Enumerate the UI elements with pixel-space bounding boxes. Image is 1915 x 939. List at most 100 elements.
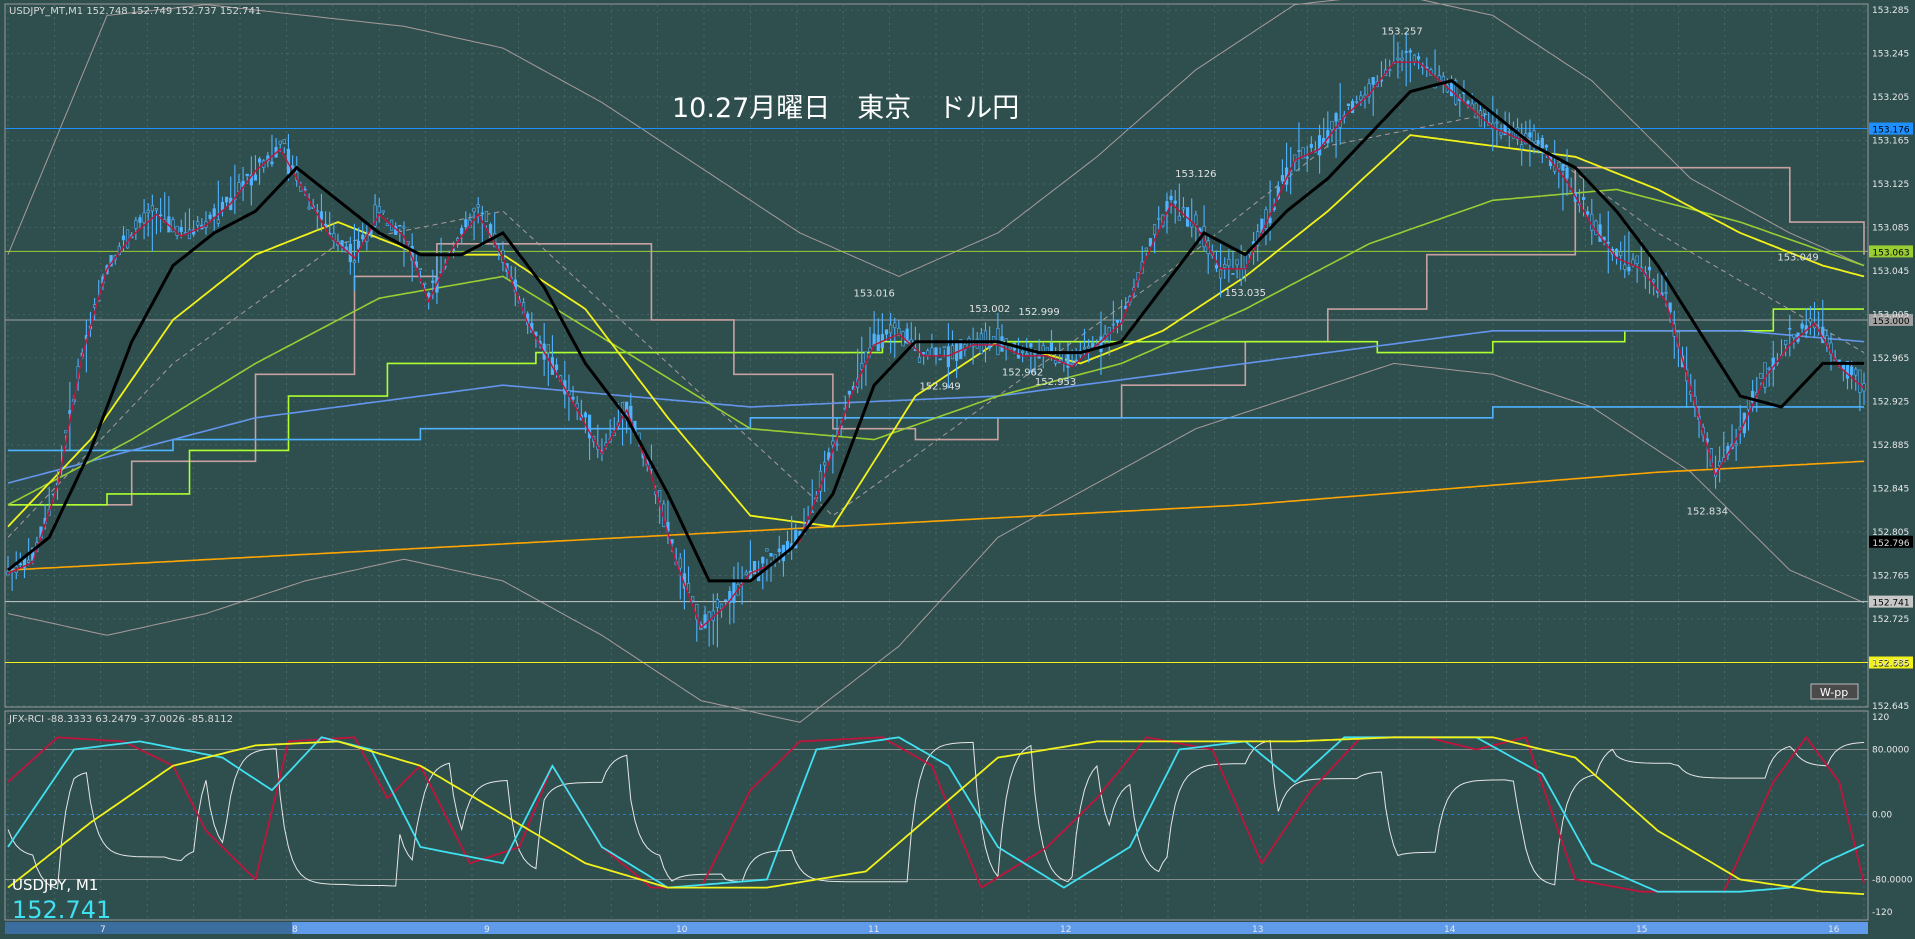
candle-body bbox=[926, 350, 930, 356]
candle-body bbox=[831, 440, 835, 446]
candle-body bbox=[282, 139, 286, 145]
candle-body bbox=[1152, 224, 1157, 235]
candle-body bbox=[884, 329, 889, 335]
candle-body bbox=[150, 205, 154, 212]
candle-body bbox=[1223, 264, 1227, 268]
candle-body bbox=[1016, 354, 1021, 359]
red-ma-line bbox=[7, 61, 1865, 629]
candle-body bbox=[1565, 167, 1569, 179]
level-tag-box bbox=[1869, 595, 1913, 608]
candle-body bbox=[319, 211, 324, 220]
candle-body bbox=[1412, 54, 1417, 63]
candle-body bbox=[930, 347, 934, 357]
candle-body bbox=[1482, 109, 1487, 114]
rci-series-line bbox=[7, 736, 1865, 895]
candle-body bbox=[1350, 100, 1355, 113]
price-tick-label: 153.045 bbox=[1872, 267, 1909, 277]
price-extreme-label: 153.126 bbox=[1175, 169, 1216, 180]
candle-body bbox=[220, 201, 225, 211]
candle-body bbox=[1070, 362, 1074, 366]
candle-body bbox=[1214, 264, 1219, 269]
price-extreme-label: 152.962 bbox=[1002, 367, 1043, 378]
level-tag-box bbox=[1869, 313, 1913, 326]
candle-body bbox=[686, 583, 691, 593]
candle-body bbox=[497, 243, 501, 246]
candle-body bbox=[249, 174, 253, 186]
time-tick-label: 9 bbox=[484, 925, 490, 935]
candle-body bbox=[1784, 339, 1788, 346]
candle-body bbox=[827, 452, 831, 461]
horizontal-levels: 153.176 153.063 153.000 152.741 152.685 152.7… bbox=[5, 122, 1913, 670]
candle-body bbox=[1619, 251, 1623, 256]
price-axis: 153.285 153.245 153.205 153.165 153.125 153.0… bbox=[1872, 6, 1909, 712]
candle-body bbox=[575, 403, 579, 409]
price-tick-label: 153.165 bbox=[1872, 137, 1909, 147]
rci-tick-label: 120 bbox=[1872, 713, 1889, 723]
candle-body bbox=[897, 327, 901, 337]
time-scrollbar-thumb[interactable] bbox=[292, 922, 1868, 934]
marker-tag-label: 152.796 bbox=[1872, 539, 1909, 549]
candle-body bbox=[1718, 461, 1722, 467]
current-price-big: 152.741 bbox=[12, 896, 111, 924]
price-tick-label: 152.725 bbox=[1872, 615, 1909, 625]
time-tick-label: 7 bbox=[100, 925, 106, 935]
candle-body bbox=[1788, 328, 1792, 330]
price-tick-label: 152.845 bbox=[1872, 485, 1909, 495]
candle-body bbox=[1177, 215, 1181, 221]
candle-body bbox=[1614, 248, 1619, 257]
price-tick-label: 153.085 bbox=[1872, 224, 1909, 234]
candle-body bbox=[1800, 323, 1804, 329]
candle-body bbox=[187, 229, 192, 240]
candle-body bbox=[385, 222, 390, 227]
candle-body bbox=[823, 461, 827, 466]
candle-body bbox=[872, 333, 876, 346]
price-extreme-label: 152.834 bbox=[1687, 506, 1728, 517]
price-extreme-label: 152.999 bbox=[1018, 307, 1059, 318]
symbol-label: USDJPY, M1 bbox=[12, 876, 98, 894]
wpp-badge-label: W-pp bbox=[1820, 686, 1848, 699]
candle-body bbox=[1532, 130, 1536, 143]
moving-averages bbox=[7, 134, 1865, 571]
candle-body bbox=[1218, 269, 1223, 279]
candle-body bbox=[1087, 345, 1091, 349]
candle-body bbox=[1363, 94, 1367, 98]
candle-body bbox=[1181, 207, 1186, 210]
candle-body bbox=[1239, 268, 1243, 280]
candle-body bbox=[1280, 175, 1285, 182]
time-tick-label: 8 bbox=[292, 925, 298, 935]
candle-body bbox=[1858, 369, 1862, 393]
candle-body bbox=[835, 443, 839, 446]
candle-body bbox=[138, 217, 142, 223]
rci-panel-frame bbox=[4, 710, 1869, 921]
candle-body bbox=[381, 210, 385, 213]
band-mid-dashed-line bbox=[7, 112, 1865, 538]
time-tick-label: 11 bbox=[868, 925, 879, 935]
candle-body bbox=[1041, 345, 1045, 352]
candle-body bbox=[1854, 368, 1858, 376]
level-tag-label: 153.176 bbox=[1872, 126, 1909, 136]
candle-body bbox=[1767, 367, 1771, 370]
candle-body bbox=[963, 344, 967, 351]
price-extreme-label: 152.953 bbox=[1035, 377, 1076, 388]
candle-body bbox=[1268, 217, 1272, 224]
candle-body bbox=[154, 208, 159, 211]
candle-body bbox=[1029, 343, 1033, 348]
main-panel-frame bbox=[4, 3, 1869, 708]
candle-body bbox=[1301, 147, 1305, 159]
candle-body bbox=[1227, 259, 1231, 267]
lime-step-line bbox=[8, 308, 1864, 506]
price-extreme-label: 153.016 bbox=[853, 289, 894, 300]
candle-body bbox=[946, 346, 950, 368]
candle-body bbox=[769, 553, 773, 557]
candle-body bbox=[752, 560, 757, 575]
candle-body bbox=[1396, 57, 1400, 60]
candle-body bbox=[950, 345, 955, 360]
wpp-badge-box[interactable] bbox=[1810, 683, 1859, 700]
candle-body bbox=[1511, 131, 1516, 139]
candle-body bbox=[1404, 51, 1408, 53]
candle-body bbox=[1049, 342, 1054, 352]
candle-body bbox=[732, 579, 736, 603]
candle-body bbox=[955, 340, 959, 361]
